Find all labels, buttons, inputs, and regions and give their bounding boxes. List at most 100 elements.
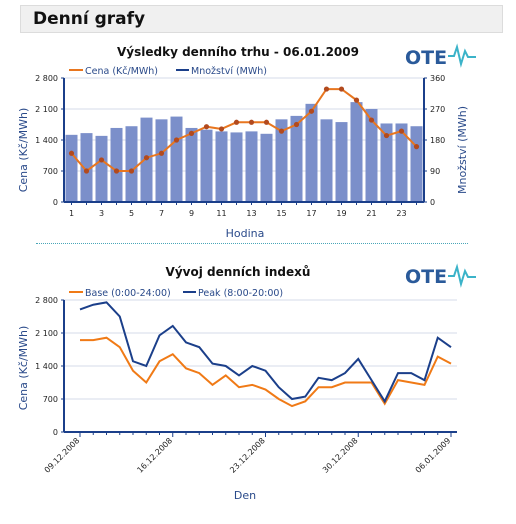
x-tick-label: 15 — [276, 209, 286, 218]
price-point — [293, 121, 300, 128]
x-tick-label: 09.12.2008 — [43, 436, 82, 475]
x-tick-label: 7 — [159, 209, 164, 218]
volume-bar — [380, 123, 393, 202]
ote-logo-text: OTE — [405, 266, 447, 288]
y-tick-label: 2 100 — [35, 329, 58, 338]
peak-line — [79, 301, 452, 404]
price-point — [248, 119, 255, 125]
volume-bar — [170, 116, 183, 202]
legend-volume-label: Množství (MWh) — [191, 66, 267, 77]
chart2-legend: Base (0:00-24:00) Peak (8:00-20:00) — [69, 288, 283, 299]
price-point — [263, 119, 270, 125]
volume-bar — [200, 129, 213, 202]
chart2-plot: 0 700 1 400 2 100 2 800 09.12.2008 16.12.2008 2… — [35, 296, 457, 475]
price-point — [83, 168, 90, 174]
volume-bar — [230, 132, 243, 202]
x-tick-label: 23.12.2008 — [228, 436, 267, 475]
page-title: Denní grafy — [33, 9, 146, 29]
x-tick-label: 06.01.2009 — [414, 436, 453, 475]
y2-tick-label: 360 — [430, 74, 445, 83]
price-point — [353, 97, 360, 103]
y-tick-label: 2 100 — [35, 105, 58, 114]
volume-bar — [320, 119, 333, 202]
y2-tick-label: 270 — [430, 105, 445, 114]
volume-bar — [215, 131, 228, 202]
volume-bar — [350, 102, 363, 202]
volume-bar — [95, 135, 108, 202]
chart2-xlabel: Den — [234, 489, 256, 502]
volume-bar — [80, 133, 93, 202]
price-point — [323, 86, 330, 92]
y-tick-label: 700 — [43, 395, 58, 404]
legend-peak-label: Peak (8:00-20:00) — [198, 288, 283, 299]
volume-bar — [125, 126, 138, 202]
y-tick-label: 0 — [53, 198, 58, 207]
volume-bar — [365, 109, 378, 202]
volume-bar — [65, 134, 78, 202]
chart1-ylabel: Cena (Kč/MWh) — [17, 108, 30, 193]
x-tick-label: 16.12.2008 — [135, 436, 174, 475]
x-tick-label: 21 — [366, 209, 376, 218]
volume-bar — [395, 123, 408, 202]
price-point — [188, 130, 195, 136]
price-point — [398, 128, 405, 134]
chart2-title: Vývoj denních indexů — [166, 265, 311, 279]
chart2-ylabel: Cena (Kč/MWh) — [17, 326, 30, 411]
y-tick-label: 2 800 — [35, 74, 58, 83]
y2-tick-label: 0 — [430, 198, 435, 207]
volume-bar — [275, 119, 288, 202]
base-line — [80, 336, 452, 408]
price-line — [70, 88, 418, 173]
x-tick-label: 3 — [99, 209, 104, 218]
volume-bar — [155, 119, 168, 202]
price-point — [203, 124, 210, 130]
y-tick-label: 1 400 — [35, 136, 58, 145]
price-point — [308, 108, 315, 114]
x-tick-label: 19 — [336, 209, 346, 218]
y2-tick-label: 180 — [430, 136, 445, 145]
y-tick-label: 1 400 — [35, 362, 58, 371]
y-tick-label: 0 — [53, 428, 58, 437]
price-point — [233, 119, 240, 125]
chart2-logo: OTE — [405, 263, 476, 288]
volume-bar — [410, 126, 423, 202]
legend-price-label: Cena (Kč/MWh) — [85, 66, 158, 77]
y-tick-label: 700 — [43, 167, 58, 176]
price-point — [368, 117, 375, 123]
volume-bar — [305, 103, 318, 202]
legend-base-label: Base (0:00-24:00) — [85, 288, 171, 299]
x-tick-label: 9 — [189, 209, 194, 218]
x-tick-label: 13 — [246, 209, 256, 218]
y-tick-label: 2 800 — [35, 296, 58, 305]
volume-bar — [290, 115, 303, 202]
price-point — [413, 144, 420, 150]
chart1-xlabel: Hodina — [226, 227, 265, 240]
y2-tick-label: 90 — [430, 167, 440, 176]
price-point — [383, 132, 390, 139]
x-tick-label: 17 — [306, 209, 316, 218]
price-point — [278, 128, 285, 134]
price-point — [338, 86, 345, 92]
x-tick-label: 5 — [129, 209, 134, 218]
page-header: Denní grafy — [20, 5, 503, 33]
price-point — [113, 168, 120, 174]
price-point — [68, 150, 75, 156]
price-point — [173, 137, 180, 143]
x-tick-label: 1 — [69, 209, 74, 218]
chart1-legend: Cena (Kč/MWh) Množství (MWh) — [69, 66, 267, 77]
x-tick-label: 30.12.2008 — [321, 436, 360, 475]
price-point — [128, 168, 135, 174]
pulse-wave-icon — [448, 43, 476, 68]
volume-bar — [185, 127, 198, 202]
price-point — [98, 157, 105, 163]
volume-bar — [260, 133, 273, 202]
chart1-logo: OTE — [405, 43, 476, 69]
volume-bar — [110, 127, 123, 202]
price-point — [143, 155, 150, 161]
chart1-title: Výsledky denního trhu - 06.01.2009 — [117, 45, 359, 59]
chart1-y2label: Množství (MWh) — [456, 106, 469, 194]
price-point — [158, 150, 165, 156]
pulse-wave-icon — [448, 263, 476, 288]
